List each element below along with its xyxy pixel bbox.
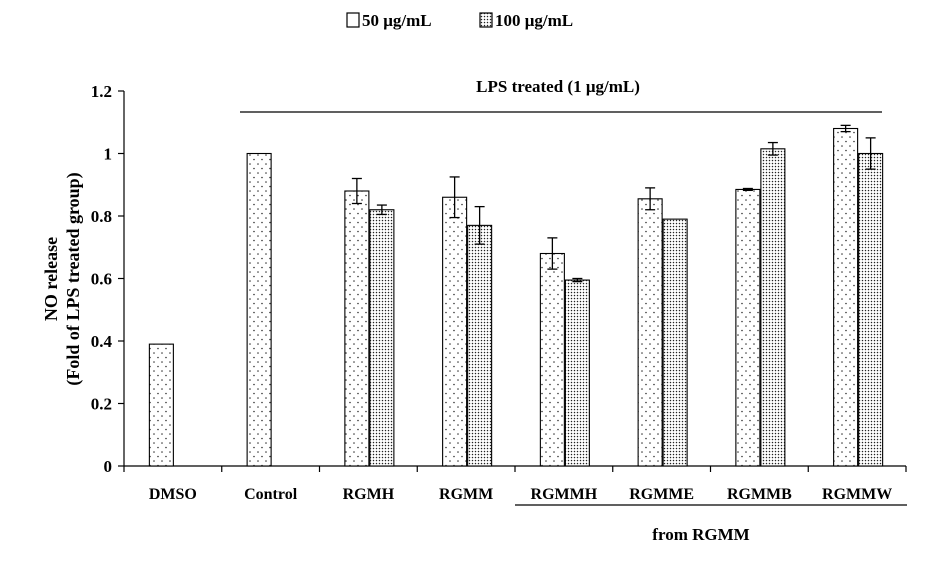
x-tick-label: RGMMB bbox=[727, 486, 792, 503]
y-axis-label-line1: NO release bbox=[41, 237, 61, 321]
error-bars bbox=[351, 124, 876, 283]
bar-rgmmb-series2 bbox=[760, 148, 786, 467]
from-rgmm-label: from RGMM bbox=[652, 525, 749, 544]
y-tick-label: 0.8 bbox=[91, 207, 112, 226]
bar-rgmh-series1 bbox=[344, 190, 370, 467]
x-ticks: DMSO Control RGMH RGMM RGMMH RGMME RGMMB RGMMW bbox=[123, 466, 907, 503]
x-tick-label: RGMME bbox=[629, 486, 694, 503]
x-tick-label: Control bbox=[244, 486, 298, 503]
bar-rgmme-series1 bbox=[637, 198, 663, 467]
bar-rgmm-series2 bbox=[467, 224, 493, 467]
bar-rgmme-series2 bbox=[662, 218, 688, 467]
legend: 50 μg/mL 100 μg/mL bbox=[346, 11, 573, 30]
legend-swatch-50 bbox=[346, 12, 360, 28]
bar-rgmmh-series2 bbox=[564, 279, 590, 467]
legend-label-50: 50 μg/mL bbox=[362, 11, 432, 30]
y-tick-label: 1 bbox=[104, 145, 113, 164]
x-tick-label: RGMMW bbox=[822, 486, 892, 503]
y-tick-label: 0.6 bbox=[91, 270, 112, 289]
bar-control-series1 bbox=[246, 152, 272, 467]
y-tick-label: 1.2 bbox=[91, 82, 112, 101]
lps-treated-label: LPS treated (1 μg/mL) bbox=[476, 77, 640, 96]
bar-rgmh-series2 bbox=[369, 209, 395, 467]
y-tick-label: 0.4 bbox=[91, 332, 113, 351]
x-tick-label: RGMMH bbox=[531, 486, 598, 503]
bar-rgmmw-series2 bbox=[858, 152, 884, 467]
legend-swatch-100 bbox=[479, 12, 493, 28]
bar-rgmmh-series1 bbox=[539, 252, 565, 467]
y-tick-label: 0.2 bbox=[91, 395, 112, 414]
bars bbox=[148, 127, 884, 467]
x-tick-label: RGMM bbox=[439, 486, 493, 503]
bar-rgmmw-series1 bbox=[833, 127, 859, 467]
x-tick-label: DMSO bbox=[149, 486, 197, 503]
bar-dmso-series1 bbox=[148, 343, 174, 467]
y-axis-label-line2: (Fold of LPS treated group) bbox=[63, 172, 84, 385]
y-ticks: 0 0.2 0.4 0.6 0.8 1 1.2 bbox=[91, 82, 124, 476]
bar-rgmm-series1 bbox=[442, 196, 468, 467]
legend-label-100: 100 μg/mL bbox=[495, 11, 573, 30]
x-tick-label: RGMH bbox=[343, 486, 395, 503]
y-tick-label: 0 bbox=[104, 457, 113, 476]
bar-rgmmb-series1 bbox=[735, 188, 761, 467]
